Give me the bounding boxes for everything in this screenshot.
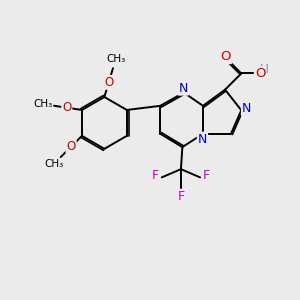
Text: F: F: [203, 169, 210, 182]
Text: O: O: [104, 76, 113, 89]
Text: N: N: [242, 102, 251, 115]
Text: F: F: [152, 169, 159, 182]
Text: O: O: [220, 50, 231, 63]
Text: H: H: [260, 63, 268, 76]
Text: CH₃: CH₃: [33, 99, 52, 109]
Text: N: N: [198, 133, 207, 146]
Text: CH₃: CH₃: [44, 159, 64, 169]
Text: O: O: [255, 67, 266, 80]
Text: N: N: [178, 82, 188, 95]
Text: F: F: [177, 190, 184, 203]
Text: CH₃: CH₃: [106, 54, 125, 64]
Text: O: O: [62, 101, 71, 114]
Text: O: O: [67, 140, 76, 153]
